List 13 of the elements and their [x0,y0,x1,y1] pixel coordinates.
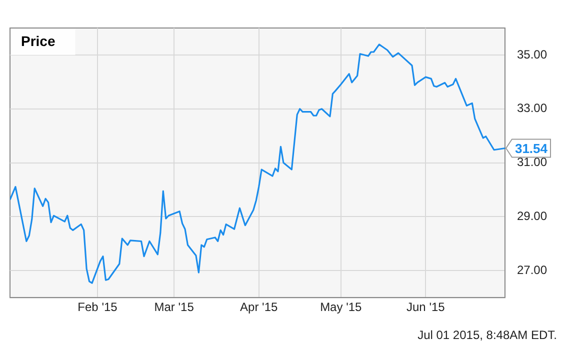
chart-title: Price [21,32,56,49]
x-tick-label: Mar '15 [154,300,194,314]
data-label: 31.54 [514,140,548,156]
y-tick-label: 35.00 [516,47,548,62]
y-tick-label: 29.00 [516,209,548,224]
text: Jul 01 2015, 8:48AM EDT. [418,328,557,342]
x-tick-label: May '15 [320,300,362,314]
x-tick-label: Jun '15 [406,300,446,314]
x-tick-label: Feb '15 [78,300,118,314]
y-tick-label: 33.00 [516,101,548,116]
y-tick-label: 31.00 [516,155,548,170]
x-tick-label: Apr '15 [240,300,278,314]
y-tick-label: 27.00 [516,262,548,277]
